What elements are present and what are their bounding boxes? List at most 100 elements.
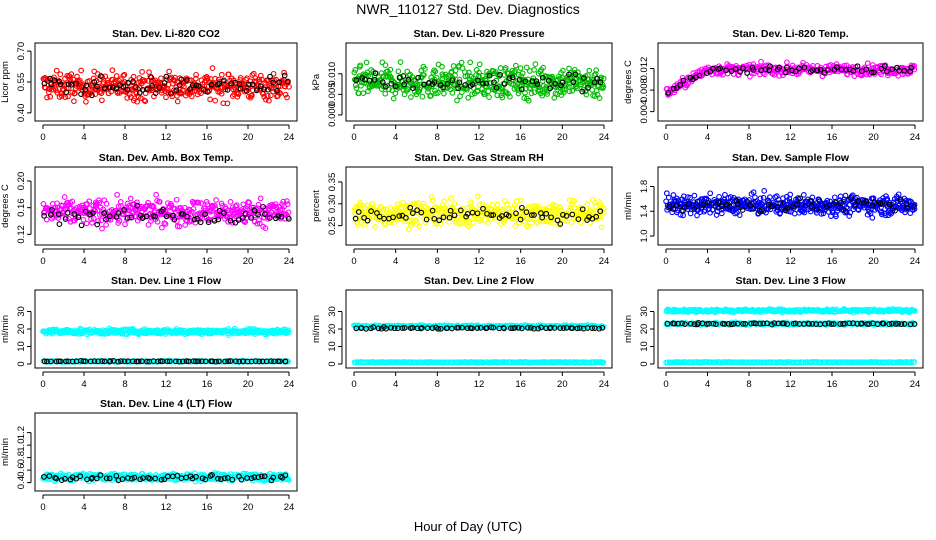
x-tick-label: 16 xyxy=(827,132,838,143)
plot-frame xyxy=(345,42,613,122)
y-tick-label: 0.70 xyxy=(16,42,27,61)
data-point xyxy=(593,213,600,220)
data-point xyxy=(842,192,849,199)
data-point xyxy=(43,216,50,223)
data-point xyxy=(139,69,145,75)
y-tick-label: 0.35 xyxy=(327,173,338,192)
y-axis-label: degrees C xyxy=(623,60,634,104)
data-point xyxy=(802,202,809,209)
data-point xyxy=(154,218,161,225)
data-point xyxy=(800,208,807,214)
data-point xyxy=(515,90,522,97)
x-tick-label: 16 xyxy=(515,379,526,390)
data-point xyxy=(531,89,538,96)
x-tick-label: 20 xyxy=(868,256,879,267)
data-point xyxy=(158,89,165,96)
y-axis-label: degrees C xyxy=(0,184,11,228)
data-point xyxy=(762,66,769,73)
x-tick-label: 8 xyxy=(122,132,127,143)
data-point xyxy=(273,204,279,210)
data-point xyxy=(173,87,180,93)
x-tick-label: 4 xyxy=(705,379,710,390)
data-point xyxy=(237,85,244,92)
data-point xyxy=(528,325,534,331)
data-point xyxy=(760,194,767,201)
series-hourly xyxy=(41,72,291,99)
data-point xyxy=(91,358,98,364)
x-tick-label: 20 xyxy=(868,132,879,143)
data-point xyxy=(483,80,490,87)
data-point xyxy=(706,206,712,212)
data-point xyxy=(532,61,539,67)
data-point xyxy=(118,358,124,364)
data-point xyxy=(285,78,291,85)
data-point xyxy=(814,206,820,213)
data-point xyxy=(87,358,94,365)
data-point xyxy=(863,198,870,204)
data-point xyxy=(147,73,154,80)
y-tick-label: 0.005 xyxy=(327,82,338,106)
data-point xyxy=(409,217,415,224)
series-hourly xyxy=(353,324,606,332)
data-point xyxy=(566,71,572,78)
data-point xyxy=(176,358,182,365)
data-point xyxy=(882,212,889,219)
data-point xyxy=(838,199,844,206)
data-point xyxy=(364,217,371,224)
data-point xyxy=(134,98,141,105)
data-point xyxy=(528,212,535,218)
y-tick-label: 0.40 xyxy=(16,104,27,123)
x-tick-label: 0 xyxy=(351,256,356,267)
data-point xyxy=(489,201,495,208)
data-point xyxy=(276,358,283,365)
data-point xyxy=(519,325,525,332)
data-point xyxy=(403,215,409,221)
data-point xyxy=(846,213,853,219)
x-tick-label: 12 xyxy=(474,132,485,143)
x-tick-label: 8 xyxy=(435,379,440,390)
data-point xyxy=(438,325,444,332)
data-point xyxy=(159,224,165,231)
data-point xyxy=(281,69,287,76)
data-point xyxy=(124,95,131,101)
data-point xyxy=(98,217,105,224)
x-tick-label: 12 xyxy=(474,379,485,390)
data-point xyxy=(577,325,583,331)
data-point xyxy=(213,358,219,365)
data-point xyxy=(171,216,178,223)
x-tick-label: 0 xyxy=(40,256,45,267)
data-point xyxy=(480,80,486,87)
data-point xyxy=(665,194,672,201)
data-point xyxy=(96,197,102,204)
y-tick-label: 1.4 xyxy=(639,205,650,218)
data-point xyxy=(355,222,361,228)
data-point xyxy=(387,66,394,73)
data-point xyxy=(591,93,598,99)
data-point xyxy=(545,77,552,84)
data-point xyxy=(423,216,430,223)
data-point xyxy=(707,190,714,197)
data-point xyxy=(506,205,512,212)
data-point xyxy=(816,198,823,205)
data-point xyxy=(456,76,463,83)
data-point xyxy=(178,76,185,83)
data-point xyxy=(227,217,234,224)
data-point xyxy=(78,91,84,97)
data-point xyxy=(491,79,497,86)
data-point xyxy=(161,80,168,86)
panel-title: Stan. Dev. Li-820 Pressure xyxy=(413,28,544,40)
y-tick-label: 20 xyxy=(327,324,338,335)
data-point xyxy=(172,358,179,365)
data-point xyxy=(168,90,174,97)
data-point xyxy=(848,194,854,201)
data-point xyxy=(530,75,537,82)
data-point xyxy=(543,210,550,217)
data-point xyxy=(892,207,898,214)
data-point xyxy=(264,92,271,99)
data-point xyxy=(253,87,260,94)
data-point xyxy=(493,84,500,91)
data-point xyxy=(149,82,155,89)
data-point xyxy=(665,89,672,96)
data-point xyxy=(282,358,289,365)
series-low xyxy=(351,358,607,366)
